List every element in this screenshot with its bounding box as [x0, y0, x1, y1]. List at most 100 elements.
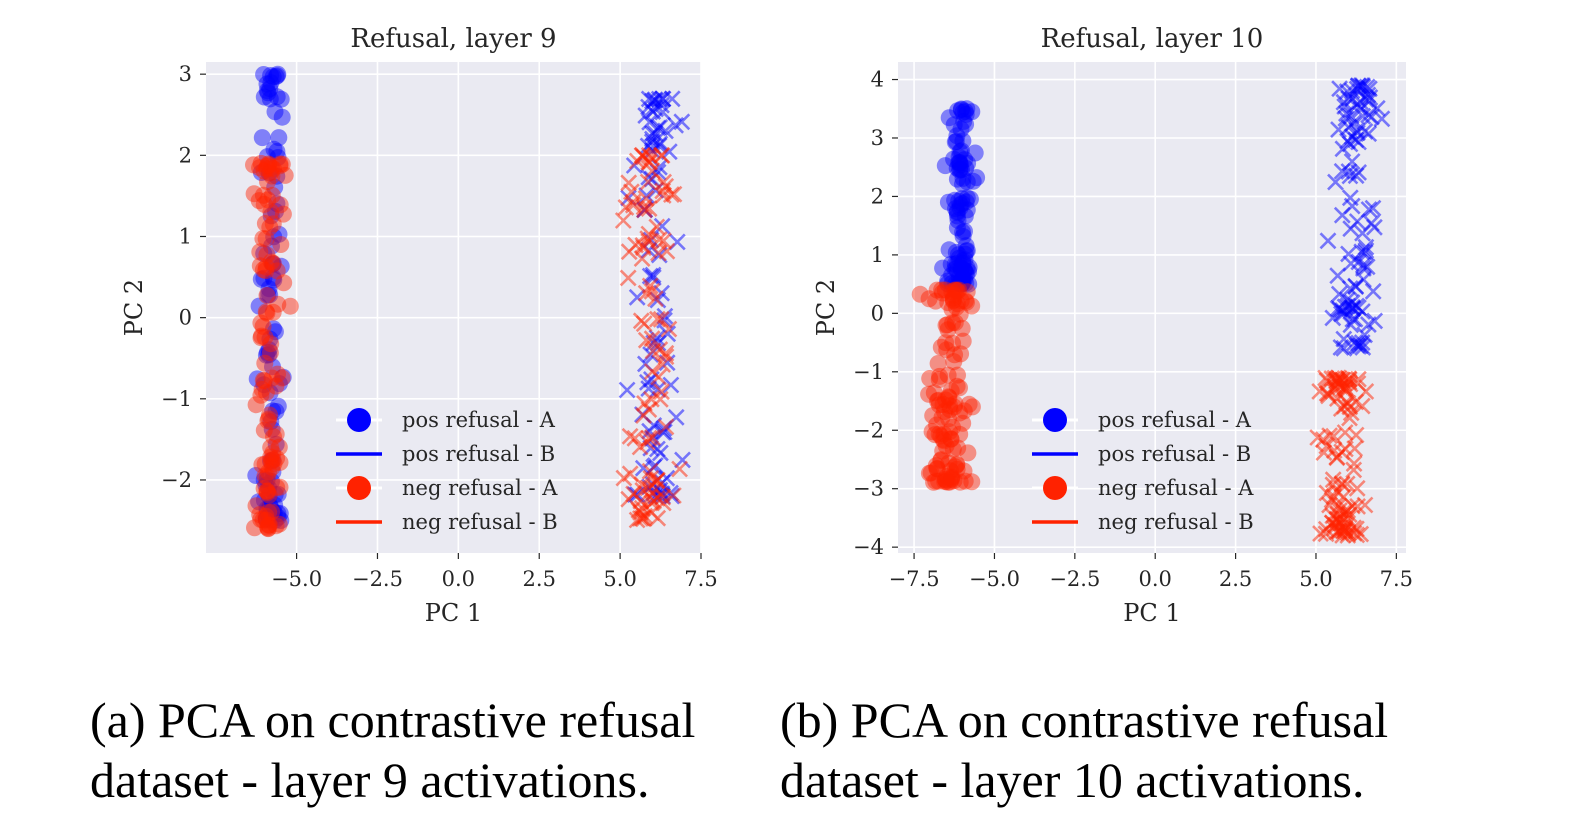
point [955, 462, 973, 480]
point [269, 295, 287, 313]
point [272, 257, 290, 275]
point [947, 260, 965, 278]
plot-area [898, 62, 1406, 553]
point [264, 463, 282, 481]
y-tick-label: 2 [871, 184, 884, 208]
point [943, 266, 961, 284]
point [940, 388, 957, 406]
point [961, 190, 979, 208]
point [934, 442, 952, 460]
point [639, 173, 657, 191]
point [928, 460, 946, 478]
point [930, 425, 948, 443]
point [938, 341, 956, 359]
point [958, 173, 976, 191]
x-tick-label: −5.0 [271, 567, 322, 591]
point [1325, 427, 1343, 445]
point [260, 164, 278, 182]
point [263, 167, 281, 185]
point [262, 203, 280, 221]
point [257, 511, 275, 529]
point [261, 80, 279, 98]
point [954, 169, 972, 187]
point [257, 303, 275, 321]
point [1328, 370, 1345, 388]
point [257, 383, 275, 401]
series-neg-refusal-A [911, 281, 981, 491]
point [263, 458, 281, 476]
point [635, 315, 653, 333]
point [247, 497, 265, 515]
point [644, 103, 662, 121]
point [262, 253, 280, 271]
point [929, 355, 947, 372]
point [265, 228, 283, 246]
point [952, 275, 970, 293]
point [270, 438, 288, 456]
x-tick-label: 0.0 [1139, 567, 1172, 591]
point [614, 212, 632, 229]
point [948, 170, 966, 188]
point [1348, 213, 1366, 230]
point [946, 346, 964, 364]
point [265, 271, 283, 289]
point [963, 473, 981, 491]
point [265, 455, 283, 472]
point [642, 390, 660, 408]
legend-label: neg refusal - A [1098, 476, 1254, 500]
point [660, 320, 678, 338]
point [259, 506, 277, 524]
point [268, 167, 286, 185]
point [944, 289, 962, 307]
point [932, 427, 950, 445]
point [268, 88, 286, 106]
point [935, 425, 953, 443]
point [247, 467, 265, 484]
point [952, 142, 970, 160]
point [674, 451, 691, 469]
point [638, 433, 656, 451]
point [268, 449, 286, 467]
point [275, 274, 293, 292]
point [1339, 524, 1357, 542]
point [257, 507, 275, 525]
point [947, 298, 965, 316]
point [952, 156, 969, 174]
point [957, 237, 975, 255]
point [1335, 503, 1353, 521]
point [950, 148, 968, 166]
point [269, 149, 287, 166]
legend-label: pos refusal - B [1098, 442, 1251, 466]
point [943, 300, 961, 318]
point [953, 271, 971, 289]
point [946, 314, 964, 332]
legend-label: pos refusal - B [402, 442, 555, 466]
point [271, 453, 289, 471]
point [1348, 80, 1366, 98]
point [1330, 121, 1347, 139]
series-neg-refusal-A [245, 154, 299, 538]
point [958, 283, 976, 301]
point [948, 377, 966, 395]
point [955, 402, 973, 420]
point [948, 456, 966, 474]
x-tick-label: 7.5 [1380, 567, 1413, 591]
point [257, 510, 275, 528]
point [617, 198, 635, 216]
point [255, 421, 273, 439]
point [954, 414, 972, 432]
point [948, 127, 966, 145]
point [957, 105, 975, 123]
point [654, 494, 672, 512]
point [257, 258, 275, 276]
point [641, 153, 659, 171]
point [948, 455, 966, 473]
point [258, 343, 276, 361]
point [261, 330, 279, 348]
point [643, 363, 661, 380]
point [956, 270, 973, 288]
point [1348, 479, 1366, 497]
y-tick-label: 3 [179, 62, 192, 86]
point [1335, 522, 1353, 540]
